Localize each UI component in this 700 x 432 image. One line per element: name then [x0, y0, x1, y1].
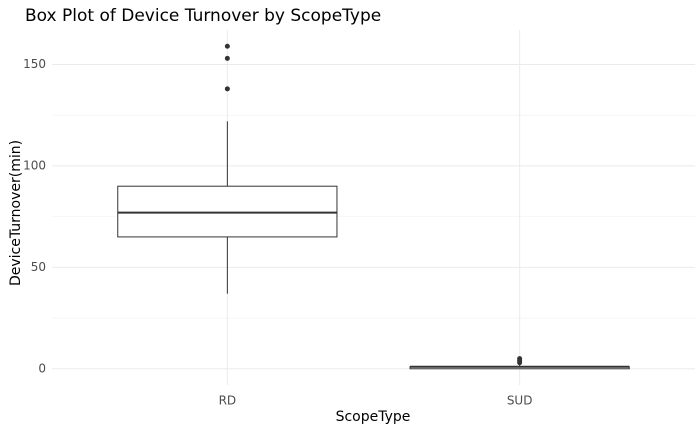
x-tick-label: SUD	[507, 394, 533, 408]
y-tick-label: 50	[31, 260, 46, 274]
box	[117, 185, 338, 238]
y-tick-label: 150	[23, 57, 46, 71]
outlier	[224, 55, 230, 61]
y-tick-label: 0	[38, 361, 46, 375]
outlier	[224, 86, 230, 92]
outlier	[224, 43, 230, 49]
y-axis-title: DeviceTurnover(min)	[8, 140, 24, 286]
y-tick-label: 100	[23, 158, 46, 172]
x-axis-title: ScopeType	[336, 409, 411, 425]
outlier	[517, 356, 523, 362]
chart-title: Box Plot of Device Turnover by ScopeType	[25, 6, 381, 26]
x-tick-label: RD	[219, 394, 237, 408]
